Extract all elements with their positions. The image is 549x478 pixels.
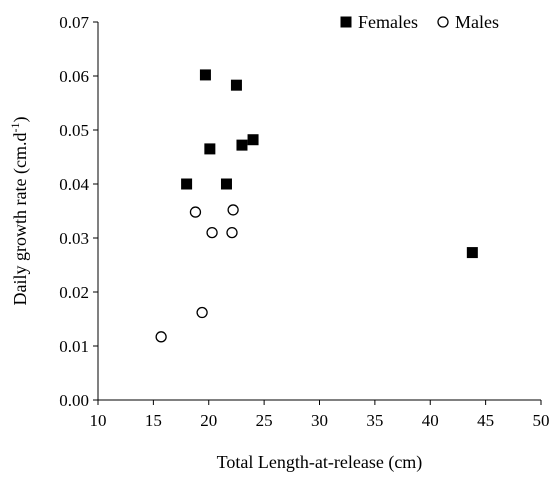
data-point-females bbox=[247, 134, 259, 146]
data-point-males bbox=[206, 226, 218, 239]
data-point-females bbox=[236, 139, 248, 151]
y-tick-label: 0.00 bbox=[59, 391, 89, 410]
y-tick-label: 0.02 bbox=[59, 283, 89, 302]
legend-label-females: Females bbox=[358, 12, 418, 32]
x-tick-label: 50 bbox=[533, 411, 549, 430]
data-point-females bbox=[220, 178, 232, 190]
x-tick-label: 20 bbox=[200, 411, 217, 430]
y-tick-label: 0.04 bbox=[59, 175, 89, 194]
data-points bbox=[155, 69, 478, 343]
y-axis-title-close: ) bbox=[10, 117, 31, 123]
y-axis-title: Daily growth rate (cm.d-1) bbox=[8, 117, 31, 306]
y-ticks: 0.00 0.01 0.02 0.03 0.04 0.05 0.06 0.07 bbox=[59, 13, 98, 410]
data-point-males bbox=[196, 306, 208, 319]
data-point-males bbox=[226, 226, 238, 239]
y-tick-label: 0.06 bbox=[59, 67, 89, 86]
data-point-males bbox=[155, 331, 167, 343]
data-point-females bbox=[199, 69, 211, 81]
data-point-females bbox=[230, 79, 242, 91]
legend-marker-females bbox=[340, 16, 352, 28]
x-tick-label: 35 bbox=[366, 411, 383, 430]
x-tick-label: 40 bbox=[422, 411, 439, 430]
y-tick-label: 0.03 bbox=[59, 229, 89, 248]
data-point-males bbox=[189, 206, 202, 218]
x-axis-title: Total Length-at-release (cm) bbox=[217, 452, 423, 473]
data-point-females bbox=[466, 247, 478, 259]
data-point-males bbox=[227, 204, 239, 216]
data-point-females bbox=[181, 178, 193, 190]
legend-label-males: Males bbox=[455, 12, 499, 32]
axes bbox=[97, 22, 541, 401]
legend-marker-males bbox=[437, 16, 449, 28]
data-point-females bbox=[204, 143, 216, 155]
x-tick-label: 45 bbox=[477, 411, 494, 430]
x-ticks: 10 15 20 25 30 35 40 45 50 bbox=[90, 400, 549, 430]
x-tick-label: 30 bbox=[311, 411, 328, 430]
y-axis-title-base: Daily growth rate (cm.d bbox=[10, 133, 31, 306]
x-tick-label: 15 bbox=[145, 411, 162, 430]
x-tick-label: 25 bbox=[256, 411, 273, 430]
legend: Females Males bbox=[340, 12, 499, 32]
y-tick-label: 0.07 bbox=[59, 13, 89, 32]
x-tick-label: 10 bbox=[90, 411, 107, 430]
y-axis-title-superscript: -1 bbox=[8, 123, 22, 133]
y-tick-label: 0.01 bbox=[59, 337, 89, 356]
y-tick-label: 0.05 bbox=[59, 121, 89, 140]
